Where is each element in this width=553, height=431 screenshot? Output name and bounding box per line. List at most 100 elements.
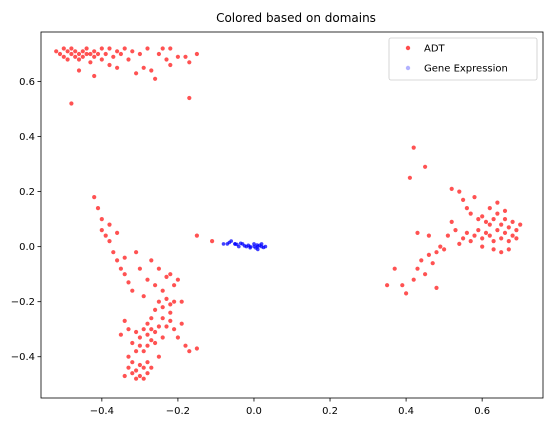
point-adt xyxy=(92,195,97,200)
point-adt xyxy=(99,57,104,62)
x-tick-label: 0.2 xyxy=(322,406,338,417)
y-axis: −0.4 −0.2 0.0 0.2 0.4 0.6 xyxy=(11,77,41,363)
point-gene-expression xyxy=(254,246,258,250)
legend-marker-gene-expression xyxy=(405,65,411,71)
point-adt xyxy=(187,95,192,101)
point-adt xyxy=(164,274,169,279)
point-adt xyxy=(134,250,139,255)
point-adt xyxy=(464,206,469,211)
point-adt xyxy=(510,219,515,224)
point-adt xyxy=(65,49,70,54)
point-adt xyxy=(137,51,142,57)
point-adt xyxy=(115,258,120,263)
y-tick-label: 0.2 xyxy=(19,187,35,198)
point-adt xyxy=(168,318,173,323)
point-adt xyxy=(491,217,496,222)
point-adt xyxy=(141,376,146,381)
point-adt xyxy=(126,327,131,332)
point-adt xyxy=(149,316,154,321)
point-adt xyxy=(141,349,146,354)
point-adt xyxy=(183,54,188,59)
point-adt xyxy=(160,335,165,340)
point-adt xyxy=(95,51,101,57)
point-adt xyxy=(411,277,416,282)
point-adt xyxy=(107,62,112,68)
point-adt xyxy=(137,266,142,271)
point-adt xyxy=(419,258,424,263)
point-adt xyxy=(160,316,165,321)
point-adt xyxy=(168,310,173,315)
point-gene-expression xyxy=(248,245,252,250)
point-adt xyxy=(73,54,78,59)
point-adt xyxy=(506,225,511,230)
y-tick-label: 0.4 xyxy=(19,132,35,143)
point-gene-expression xyxy=(242,244,247,248)
point-adt xyxy=(430,261,435,266)
y-tick-label: 0.6 xyxy=(19,77,35,88)
x-tick-label: 0.6 xyxy=(474,406,490,417)
point-adt xyxy=(107,239,112,244)
point-adt xyxy=(426,252,431,257)
point-adt xyxy=(461,197,466,202)
point-adt xyxy=(137,373,142,379)
point-adt xyxy=(164,57,169,62)
point-adt xyxy=(468,239,473,244)
point-adt xyxy=(411,145,416,150)
point-adt xyxy=(175,277,180,282)
point-adt xyxy=(69,51,74,57)
point-adt xyxy=(495,228,500,233)
point-adt xyxy=(453,228,458,233)
point-adt xyxy=(175,335,180,340)
point-adt xyxy=(156,324,161,329)
point-adt xyxy=(99,217,104,222)
point-adt xyxy=(464,230,469,235)
point-adt xyxy=(468,211,473,216)
point-adt xyxy=(141,365,146,370)
point-adt xyxy=(487,233,492,238)
point-adt xyxy=(194,51,199,57)
point-adt xyxy=(495,211,500,216)
x-tick-label: −0.2 xyxy=(166,406,190,417)
point-adt xyxy=(69,101,74,106)
point-adt xyxy=(426,233,431,238)
point-adt xyxy=(179,321,184,326)
point-adt xyxy=(514,236,519,241)
point-adt xyxy=(145,46,150,51)
point-adt xyxy=(76,57,82,62)
plot-frame xyxy=(40,31,544,399)
point-adt xyxy=(187,60,192,65)
point-adt xyxy=(461,236,466,241)
point-adt xyxy=(457,241,462,246)
point-adt xyxy=(487,206,492,211)
point-adt xyxy=(499,222,504,227)
point-adt xyxy=(442,247,447,252)
point-gene-expression xyxy=(238,241,243,246)
legend: ADT Gene Expression xyxy=(388,37,538,81)
point-adt xyxy=(164,296,169,301)
legend-label-adt: ADT xyxy=(424,44,446,55)
x-tick-label: −0.4 xyxy=(90,406,114,417)
point-adt xyxy=(141,294,146,299)
point-adt xyxy=(134,368,139,373)
point-adt xyxy=(88,51,93,57)
point-adt xyxy=(134,71,139,76)
point-adt xyxy=(415,230,420,235)
point-adt xyxy=(54,49,59,54)
chart-title: Colored based on domains xyxy=(216,11,376,25)
point-adt xyxy=(130,288,135,293)
x-axis: −0.4 −0.2 0.0 0.2 0.4 0.6 xyxy=(90,398,490,417)
point-adt xyxy=(126,280,131,285)
point-adt xyxy=(145,277,150,282)
point-adt xyxy=(483,230,489,235)
point-adt xyxy=(438,244,443,249)
point-adt xyxy=(156,299,161,304)
point-adt xyxy=(476,228,481,233)
point-adt xyxy=(149,327,154,332)
point-adt xyxy=(92,49,97,54)
point-adt xyxy=(141,65,146,70)
point-adt xyxy=(168,46,173,51)
point-gene-expression xyxy=(246,243,251,248)
point-adt xyxy=(483,219,489,224)
point-adt xyxy=(145,332,150,337)
point-adt xyxy=(107,46,112,51)
